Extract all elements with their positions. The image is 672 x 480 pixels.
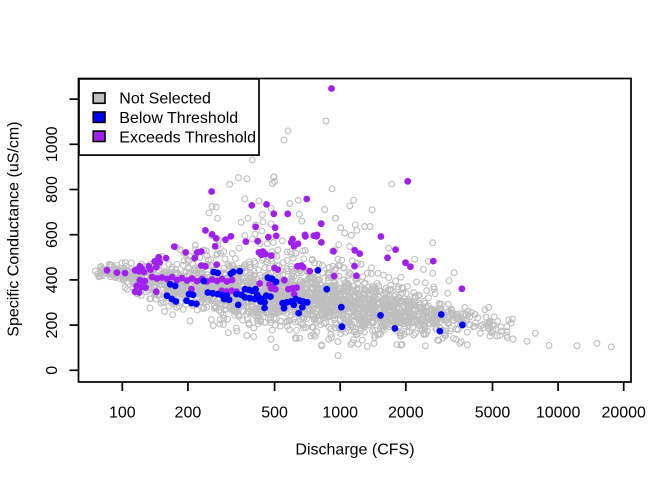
svg-text:Exceeds Threshold: Exceeds Threshold [119, 130, 256, 147]
svg-text:600: 600 [44, 221, 61, 248]
svg-text:800: 800 [44, 176, 61, 203]
svg-text:20000: 20000 [601, 404, 646, 421]
svg-text:Below Threshold: Below Threshold [119, 110, 238, 127]
svg-text:Not Selected: Not Selected [119, 91, 211, 108]
svg-text:0: 0 [44, 366, 61, 375]
svg-text:10000: 10000 [536, 404, 581, 421]
svg-text:Specific Conductance (uS/cm): Specific Conductance (uS/cm) [5, 121, 22, 336]
svg-text:200: 200 [175, 404, 202, 421]
svg-text:Discharge (CFS): Discharge (CFS) [295, 442, 414, 459]
svg-text:1000: 1000 [322, 404, 358, 421]
svg-text:400: 400 [44, 266, 61, 293]
svg-text:1000: 1000 [44, 126, 61, 162]
svg-text:5000: 5000 [475, 404, 511, 421]
svg-text:500: 500 [261, 404, 288, 421]
svg-text:100: 100 [109, 404, 136, 421]
svg-text:200: 200 [44, 312, 61, 339]
svg-text:2000: 2000 [388, 404, 424, 421]
